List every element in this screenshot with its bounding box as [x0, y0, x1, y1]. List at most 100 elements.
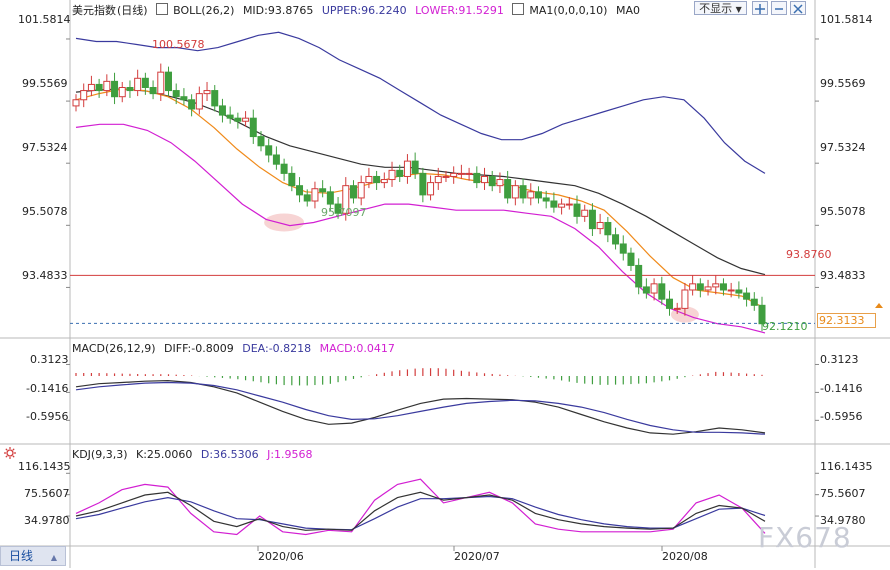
kdj-d: D:36.5306 — [200, 448, 259, 461]
candle-body — [172, 90, 180, 98]
candle-body — [712, 283, 720, 288]
macd-value: MACD:0.0417 — [319, 342, 395, 355]
candle-body — [743, 292, 751, 300]
candle-body — [118, 86, 126, 98]
candle-body — [234, 117, 242, 122]
candle-body — [550, 200, 558, 208]
left-axis-label: 97.5324 — [22, 141, 68, 154]
macd-dea: DEA:-0.8218 — [242, 342, 312, 355]
period-tab[interactable]: 日线 ▲ — [0, 546, 66, 566]
low-annotation-2: 92.1210 — [762, 320, 808, 333]
date-label: 2020/08 — [662, 550, 708, 563]
expand-icon[interactable] — [752, 1, 768, 15]
ma-label: MA1(0,0,0,10) — [529, 4, 608, 17]
candle-body — [558, 203, 566, 208]
macd-right-axis-label: -0.5956 — [820, 410, 863, 423]
candle-body — [450, 172, 458, 177]
kdj-right-axis-label: 116.1435 — [820, 460, 873, 473]
settings-gear-icon[interactable] — [4, 447, 16, 459]
candle-body — [442, 175, 450, 178]
macd-dea-line — [75, 381, 766, 435]
candle-body — [758, 304, 766, 325]
right-axis-label: 101.5814 — [820, 13, 873, 26]
candle-body — [504, 179, 512, 199]
left-axis-label: 93.4833 — [22, 269, 68, 282]
right-axis-label: 95.5078 — [820, 205, 866, 218]
candle-body — [357, 182, 365, 199]
date-label: 2020/06 — [258, 550, 304, 563]
period-tab-label: 日线 — [9, 549, 34, 563]
candle-body — [519, 185, 527, 199]
macd-header: MACD(26,12,9) DIFF:-0.8009 DEA:-0.8218 M… — [72, 342, 400, 356]
symbol-title: 美元指数 — [72, 4, 116, 17]
macd-right-axis-label: 0.3123 — [820, 353, 859, 366]
candle-body — [342, 185, 350, 214]
price-header: 美元指数(日线) BOLL(26,2) MID:93.8765 UPPER:96… — [72, 2, 645, 18]
candle-body — [373, 175, 381, 184]
low-highlight — [264, 213, 305, 232]
macd-left-axis-label: 0.3123 — [30, 353, 69, 366]
candle-body — [349, 185, 357, 199]
candle-body — [242, 117, 250, 122]
candle-body — [542, 197, 550, 202]
hline-annotation: 93.8760 — [786, 248, 832, 261]
close-icon[interactable] — [790, 1, 806, 15]
candle-body — [473, 172, 481, 184]
macd-label: MACD(26,12,9) — [72, 342, 156, 355]
candle-body — [265, 145, 273, 156]
candle-body — [280, 163, 288, 174]
kdj-right-axis-label: 75.5607 — [820, 487, 866, 500]
candle-body — [195, 93, 203, 110]
candle-body — [249, 117, 257, 138]
macd-diff-line — [75, 379, 766, 435]
candle-body — [326, 191, 334, 205]
candle-body — [411, 160, 419, 174]
current-price-tag: 92.3133 — [817, 313, 876, 328]
candle-body — [180, 96, 188, 101]
candle-body — [419, 172, 427, 196]
candle-body — [534, 191, 542, 199]
candle-body — [673, 307, 681, 310]
candle-body — [689, 283, 697, 291]
kdj-right-axis-label: 34.9780 — [820, 514, 866, 527]
candle-body — [457, 172, 465, 175]
candle-body — [257, 136, 265, 147]
display-toggle-label: 不显示 — [699, 2, 733, 15]
candle-body — [481, 175, 489, 184]
candle-body — [380, 179, 388, 184]
candle-body — [157, 71, 165, 95]
candle-body — [72, 99, 80, 107]
candle-body — [627, 252, 635, 266]
candle-body — [735, 289, 743, 294]
candle-body — [434, 175, 442, 184]
kdj-j-line — [75, 478, 766, 536]
candle-body — [642, 286, 650, 294]
price-marker-icon — [875, 303, 883, 308]
candle-body — [565, 203, 573, 206]
candle-body — [596, 221, 604, 230]
boll-upper: UPPER:96.2240 — [321, 4, 407, 17]
macd-diff: DIFF:-0.8009 — [164, 342, 234, 355]
candle-body — [750, 298, 758, 306]
ma-toggle-icon[interactable] — [512, 3, 525, 15]
collapse-icon[interactable] — [771, 1, 787, 15]
kdj-k-line — [75, 491, 766, 531]
kdj-left-axis-label: 75.5607 — [24, 487, 70, 500]
low-annotation: 95.7097 — [321, 206, 367, 219]
candle-body — [650, 283, 658, 294]
candle-body — [272, 154, 280, 165]
left-axis-label: 99.5569 — [22, 77, 68, 90]
candle-body — [95, 83, 103, 92]
display-toggle-dropdown[interactable]: 不显示 ▼ — [694, 1, 747, 15]
candle-body — [635, 264, 643, 288]
candle-body — [681, 289, 689, 309]
candle-body — [218, 105, 226, 116]
boll-toggle-icon[interactable] — [156, 3, 169, 15]
candle-body — [288, 172, 296, 187]
right-axis-label: 93.4833 — [820, 269, 866, 282]
candle-body — [87, 83, 95, 92]
watermark: FX678 — [758, 521, 852, 554]
kdj-j: J:1.9568 — [267, 448, 313, 461]
